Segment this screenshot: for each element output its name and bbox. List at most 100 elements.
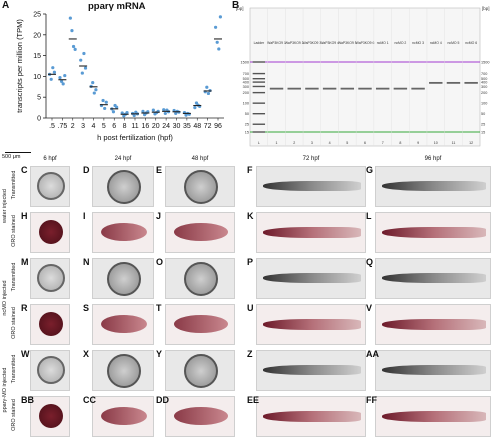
embryo-image [375,258,491,299]
embryo [184,262,218,296]
stained-embryo [382,227,486,238]
data-point [51,66,55,70]
panel-letter: I [83,211,86,221]
ladder-label-left: 50 [245,112,249,116]
stained-embryo [263,319,361,330]
lane-header: WaP3KO9 3 [303,41,322,45]
panel-letter: Y [156,349,163,359]
lane-number: 5 [346,141,348,145]
data-point [49,77,53,81]
embryo [382,365,486,375]
stained-embryo [39,404,63,428]
data-point [73,47,77,51]
embryo-image [375,212,491,253]
x-axis-label: h post fertilization (hpf) [97,133,173,142]
panel-letter: AA [366,349,379,359]
panel-letter: H [21,211,28,221]
embryo-image [30,350,70,391]
column-header: 96 hpf [424,156,442,162]
data-point [193,106,197,110]
group-label: pparγ-MO injected [2,367,8,413]
ladder-label-right: 200 [481,91,487,95]
y-tick-label: 25 [33,12,41,19]
embryo-image [92,350,154,391]
ladder-label-left: 1500 [241,61,249,65]
panel-letter: S [83,303,90,313]
embryo-image [92,396,154,437]
x-tick-label: 16 [141,123,149,130]
column-header: 6 hpf [43,156,57,162]
panel-letter: P [247,257,254,267]
data-point [111,110,116,114]
data-point [68,16,72,20]
scale-bar [5,152,31,153]
data-point [162,108,166,112]
stained-embryo [382,319,486,330]
embryo [107,262,141,296]
lane-number: 4 [329,141,331,145]
ladder-label-right: 300 [481,85,487,89]
ladder-band [252,77,266,80]
panel-letter: R [21,303,28,313]
embryo-image [256,212,366,253]
x-tick-label: 2 [71,123,75,130]
stain-label: ORO stained [11,307,17,339]
lane-header: ncMO 1 [377,41,389,45]
data-point [101,98,105,103]
data-point [206,91,211,96]
ladder-label-right: 700 [481,72,487,76]
embryo [37,172,65,200]
embryo [107,170,141,204]
lane-number: 10 [434,141,438,145]
stain-label: Transmitted [11,170,17,200]
data-point [125,110,129,115]
lane-number: 7 [382,141,384,145]
embryo-image [92,258,154,299]
ladder-label-left: 15 [245,131,249,135]
unit-right: [bp] [482,6,490,11]
y-tick-label: 5 [37,95,41,102]
unit-left: [bp] [236,6,244,11]
panel-letter: U [247,303,254,313]
embryo-image [30,212,70,253]
panel-letter: E [156,165,163,175]
x-tick-label: 35 [183,123,191,130]
x-tick-label: 8 [123,123,127,130]
lane-number: 11 [452,141,456,145]
x-tick-label: 20 [152,123,160,130]
embryo [382,181,486,191]
stained-embryo [101,407,147,425]
lane-number: 2 [293,141,295,145]
sample-band [446,81,461,84]
stained-embryo [174,223,228,241]
panel-letter: C [21,165,28,175]
panel-letter: G [366,165,374,175]
embryo-image [165,258,235,299]
data-point [58,76,62,80]
stained-embryo [39,220,63,244]
embryo-image [165,350,235,391]
panel-letter: T [156,303,162,313]
ladder-label-left: 200 [243,91,249,95]
ladder-band [252,131,266,133]
embryo [37,356,65,384]
embryo [382,273,486,283]
sample-band [429,81,443,84]
stained-embryo [263,411,361,422]
ladder-label-right: 1500 [481,61,489,65]
data-point [92,91,96,95]
lane-header: ncMO 6 [465,41,477,45]
panel-letter: BB [21,395,34,405]
sample-band [358,87,372,90]
stain-label: ORO stained [11,215,17,247]
embryo-image [30,258,70,299]
embryo-image [92,304,154,345]
lane-header: ncMO 4 [430,41,442,45]
ladder-label-right: 50 [481,112,485,116]
data-point [94,88,98,92]
ladder-label-left: 300 [243,85,249,89]
panel-letter: DD [156,395,169,405]
column-header: 24 hpf [114,156,132,162]
